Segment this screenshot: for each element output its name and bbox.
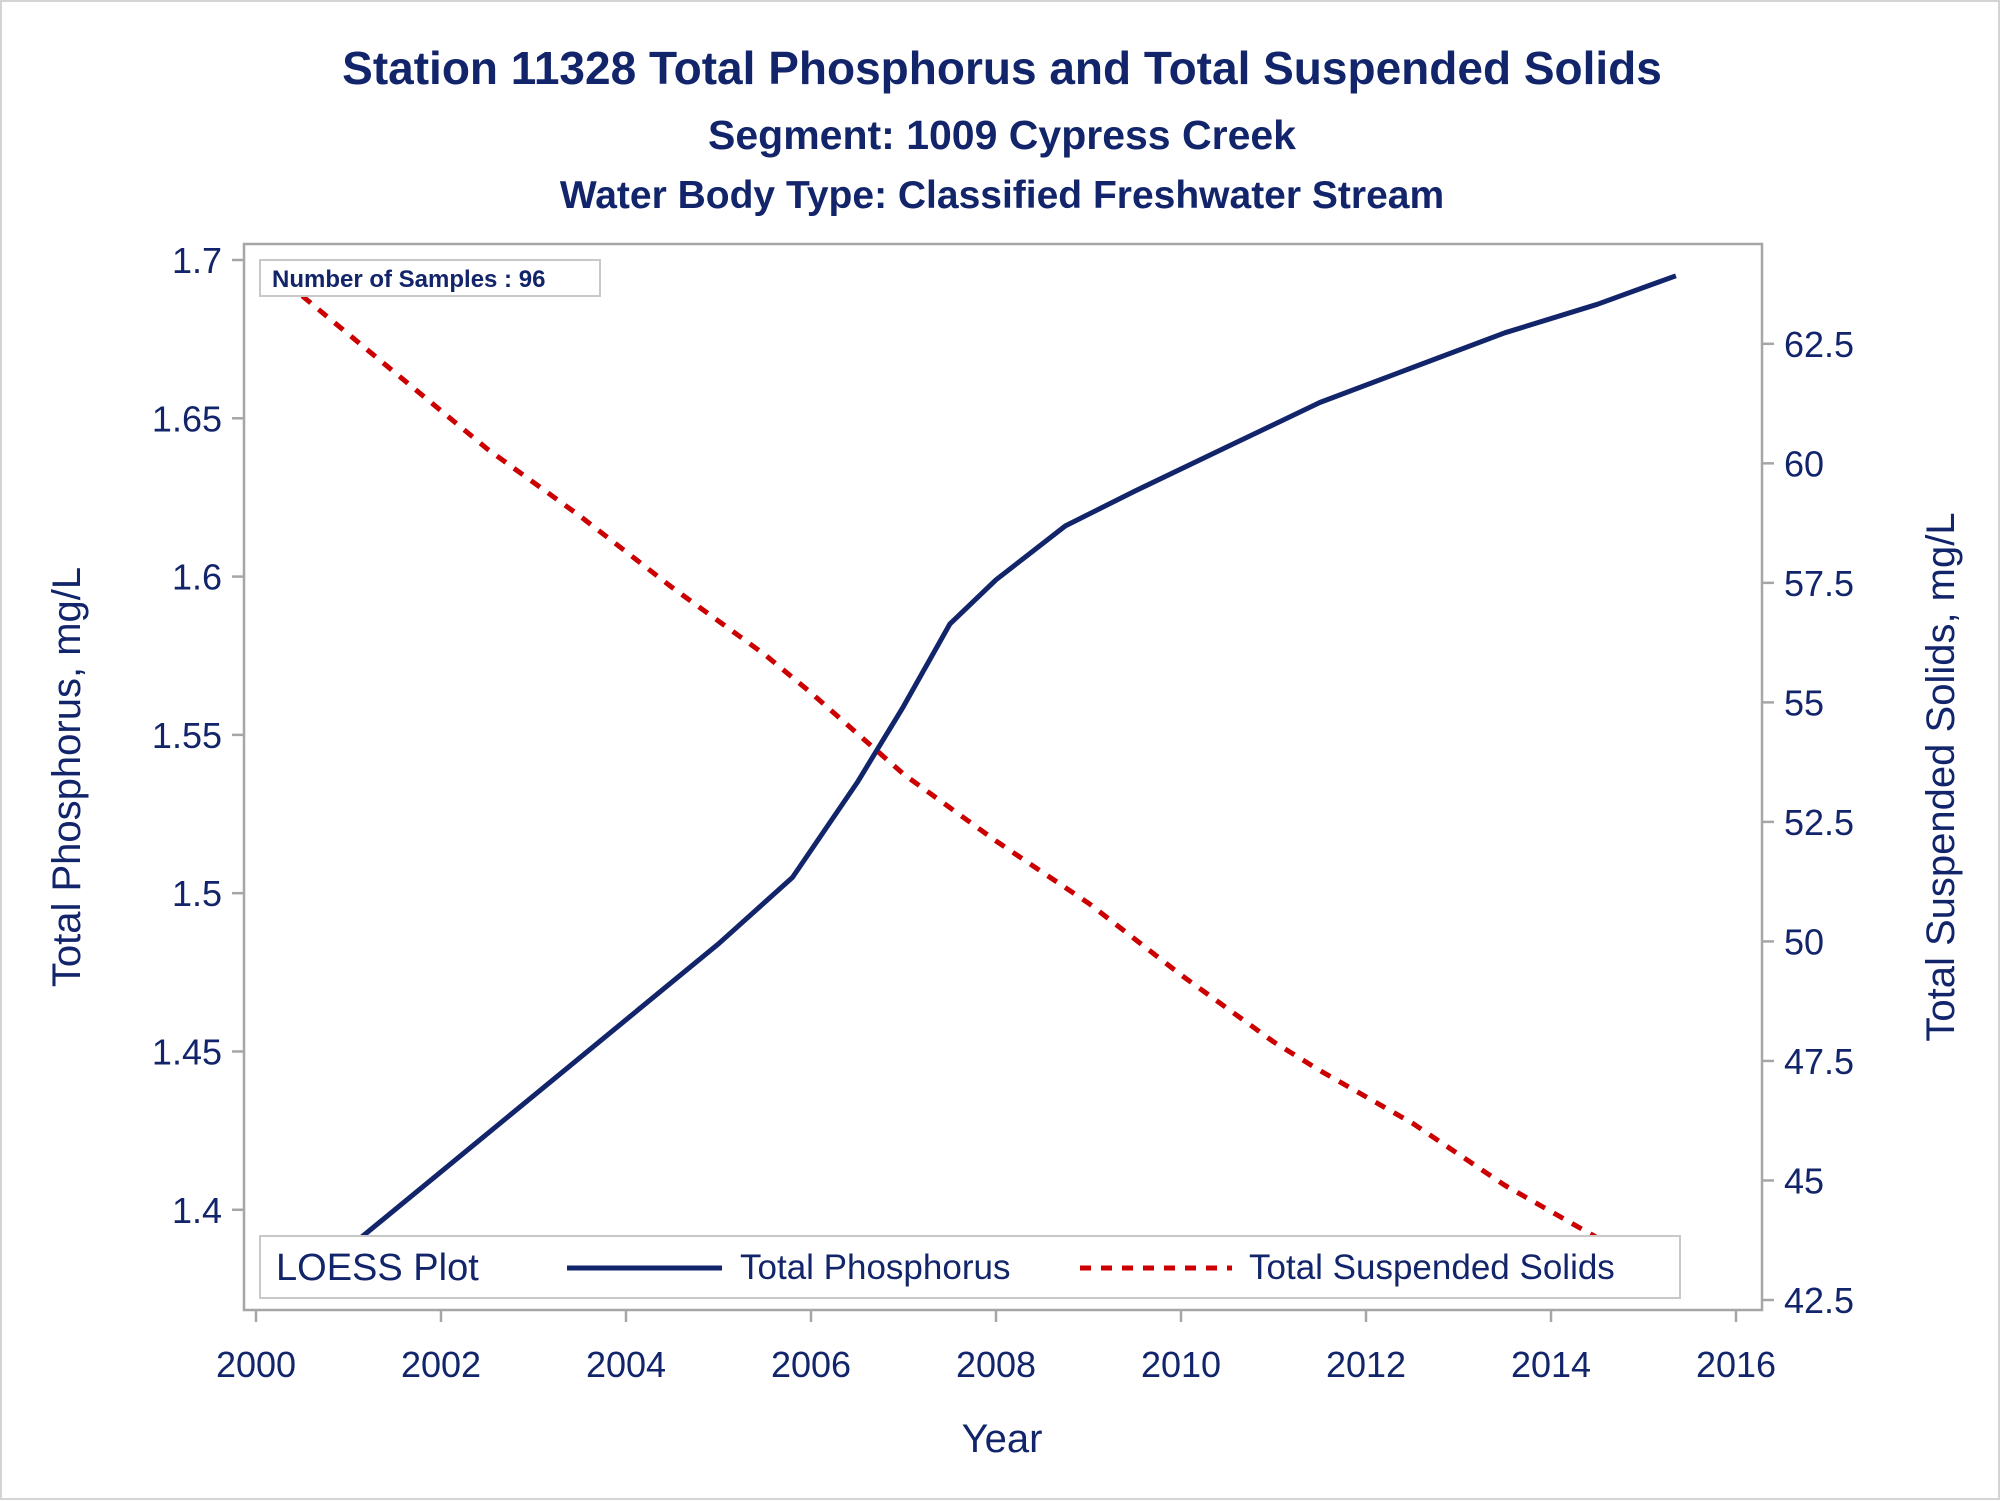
y-tick-label: 1.6 <box>172 557 222 598</box>
y2-tick-label: 52.5 <box>1784 802 1854 843</box>
legend: LOESS Plot Total Phosphorus Total Suspen… <box>259 1235 1681 1299</box>
chart-subtitle-2: Water Body Type: Classified Freshwater S… <box>560 174 1444 217</box>
x-tick-label: 2006 <box>771 1344 851 1385</box>
legend-label-phosphorus: Total Phosphorus <box>740 1248 1010 1287</box>
x-tick-label: 2010 <box>1141 1344 1221 1385</box>
series-layer <box>300 273 1678 1298</box>
chart-title: Station 11328 Total Phosphorus and Total… <box>342 42 1662 94</box>
y2-tick-label: 47.5 <box>1784 1041 1854 1082</box>
y2-tick-label: 62.5 <box>1784 324 1854 365</box>
sample-count-box <box>259 259 601 297</box>
y-tick-label: 1.4 <box>172 1190 222 1231</box>
x-axis: 2000 2002 2004 2006 2008 2010 2012 2014 2016 <box>216 1310 1776 1385</box>
x-tick-label: 2014 <box>1511 1344 1591 1385</box>
y-tick-label: 1.55 <box>152 715 222 756</box>
y2-tick-label: 55 <box>1784 682 1824 723</box>
x-tick-label: 2004 <box>586 1344 666 1385</box>
y-tick-label: 1.65 <box>152 398 222 439</box>
chart-subtitle: Segment: 1009 Cypress Creek <box>708 112 1296 158</box>
y2-tick-label: 60 <box>1784 443 1824 484</box>
y2-tick-label: 42.5 <box>1784 1280 1854 1321</box>
y-tick-label: 1.7 <box>172 240 222 281</box>
y-axis-label: Total Phosphorus, mg/L <box>45 567 89 987</box>
y2-tick-label: 57.5 <box>1784 563 1854 604</box>
y2-tick-label: 50 <box>1784 921 1824 962</box>
legend-label-tss: Total Suspended Solids <box>1249 1248 1615 1287</box>
series-line-total-suspended-solids <box>300 294 1678 1293</box>
y-axis-left: 1.4 1.45 1.5 1.55 1.6 1.65 1.7 <box>152 240 244 1231</box>
x-tick-label: 2002 <box>401 1344 481 1385</box>
y-axis-right: 42.5 45 47.5 50 52.5 55 57.5 60 62.5 <box>1762 324 1854 1321</box>
x-tick-label: 2016 <box>1696 1344 1776 1385</box>
legend-box <box>259 1235 1681 1299</box>
x-tick-label: 2000 <box>216 1344 296 1385</box>
y2-tick-label: 45 <box>1784 1160 1824 1201</box>
legend-title: LOESS Plot <box>276 1247 479 1289</box>
y-tick-label: 1.5 <box>172 873 222 914</box>
x-axis-label: Year <box>962 1417 1043 1461</box>
x-tick-label: 2012 <box>1326 1344 1406 1385</box>
series-line-total-phosphorus <box>300 273 1677 1298</box>
sample-count-label: Number of Samples : 96 <box>272 266 545 293</box>
plot-area <box>242 242 1764 1312</box>
y-tick-label: 1.45 <box>152 1031 222 1072</box>
x-tick-label: 2008 <box>956 1344 1036 1385</box>
y2-axis-label: Total Suspended Solids, mg/L <box>1919 512 1963 1041</box>
